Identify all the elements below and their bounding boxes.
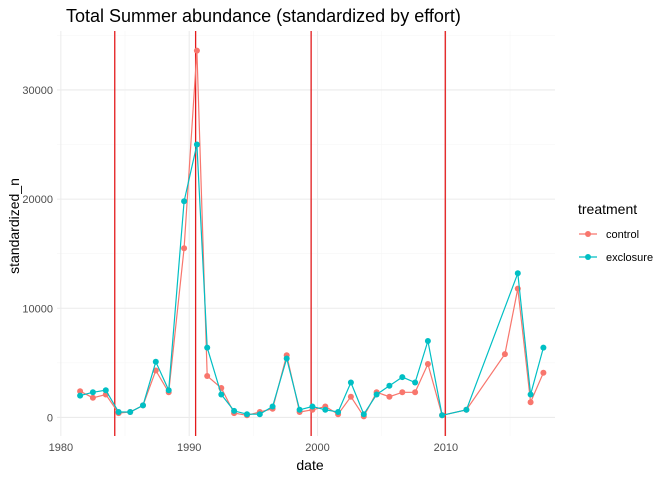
legend-label-control: control bbox=[606, 229, 639, 241]
data-point-exclosure bbox=[204, 344, 211, 351]
data-point-exclosure bbox=[360, 411, 367, 418]
data-point-exclosure bbox=[181, 198, 188, 205]
data-point-exclosure bbox=[218, 391, 225, 398]
data-point-exclosure bbox=[269, 403, 276, 410]
data-point-control bbox=[181, 245, 188, 252]
legend-label-exclosure: exclosure bbox=[606, 252, 653, 264]
legend-key-point-control bbox=[585, 231, 591, 237]
series-exclosure bbox=[77, 141, 547, 419]
legend-title: treatment bbox=[578, 201, 637, 217]
data-point-exclosure bbox=[463, 406, 470, 413]
x-tick-label: 1990 bbox=[177, 442, 201, 454]
x-axis-title: date bbox=[296, 457, 323, 473]
data-point-exclosure bbox=[152, 358, 159, 365]
y-tick-label: 30000 bbox=[22, 85, 53, 97]
data-point-control bbox=[386, 393, 393, 400]
data-point-exclosure bbox=[231, 407, 238, 414]
data-point-control bbox=[399, 389, 406, 396]
data-point-exclosure bbox=[140, 402, 146, 409]
data-point-control bbox=[77, 388, 84, 395]
y-tick-label: 20000 bbox=[22, 194, 53, 206]
data-point-exclosure bbox=[347, 379, 354, 386]
data-point-exclosure bbox=[540, 344, 547, 351]
data-point-control bbox=[89, 394, 96, 401]
data-point-exclosure bbox=[322, 406, 329, 413]
y-tick-label: 10000 bbox=[22, 303, 53, 315]
data-point-exclosure bbox=[244, 411, 250, 418]
data-point-exclosure bbox=[335, 409, 342, 415]
grid bbox=[57, 31, 555, 436]
data-point-exclosure bbox=[89, 389, 96, 396]
axes: 1980 1990 2000 2010 0 10000 20000 30000 bbox=[22, 85, 458, 454]
data-point-exclosure bbox=[127, 409, 134, 415]
data-point-control bbox=[527, 399, 534, 406]
legend: treatment control exclosure bbox=[578, 201, 653, 264]
data-point-exclosure bbox=[77, 392, 84, 399]
data-point-exclosure bbox=[193, 141, 200, 148]
data-point-exclosure bbox=[283, 355, 290, 362]
legend-key-point-exclosure bbox=[585, 254, 591, 260]
chart-title: Total Summer abundance (standardized by … bbox=[66, 6, 461, 26]
data-point-exclosure bbox=[296, 406, 303, 413]
data-point-exclosure bbox=[373, 391, 380, 398]
data-point-control bbox=[501, 351, 508, 358]
data-point-exclosure bbox=[514, 270, 521, 277]
data-point-control bbox=[412, 389, 419, 396]
data-point-control bbox=[424, 361, 431, 367]
data-point-exclosure bbox=[386, 382, 393, 389]
series-layer bbox=[77, 47, 547, 420]
y-axis-title: standardized_n bbox=[6, 178, 22, 274]
data-point-control bbox=[347, 393, 354, 400]
data-point-exclosure bbox=[439, 412, 446, 419]
data-point-exclosure bbox=[424, 338, 431, 344]
data-point-control bbox=[540, 369, 547, 376]
data-point-exclosure bbox=[165, 387, 172, 394]
data-point-control bbox=[204, 373, 211, 379]
data-point-exclosure bbox=[102, 387, 109, 394]
x-tick-label: 2000 bbox=[305, 442, 329, 454]
data-point-control bbox=[193, 47, 200, 54]
data-point-exclosure bbox=[115, 409, 122, 415]
data-point-exclosure bbox=[412, 379, 419, 386]
data-point-exclosure bbox=[527, 391, 534, 398]
y-tick-label: 0 bbox=[47, 412, 53, 424]
data-point-exclosure bbox=[399, 374, 406, 381]
x-tick-label: 1980 bbox=[49, 442, 73, 454]
reference-lines bbox=[114, 31, 446, 436]
data-point-exclosure bbox=[309, 403, 316, 410]
data-point-exclosure bbox=[256, 411, 263, 418]
x-tick-label: 2010 bbox=[434, 442, 458, 454]
